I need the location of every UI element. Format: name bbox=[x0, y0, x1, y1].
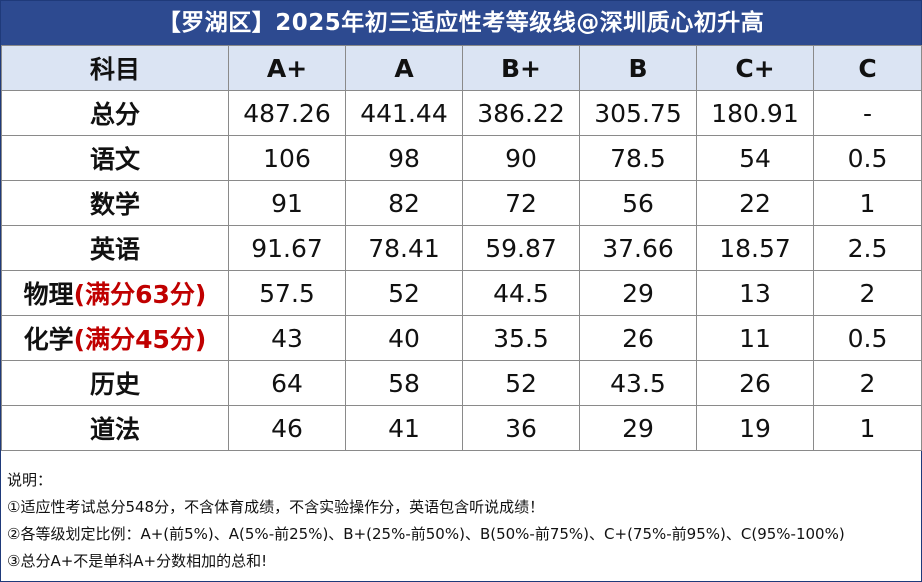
value-cell: 180.91 bbox=[696, 90, 814, 136]
value-cell: 13 bbox=[696, 270, 814, 316]
value-cell: 91 bbox=[228, 180, 346, 226]
subject-cell: 总分 bbox=[1, 90, 229, 136]
table-header-row: 科目 A+ A B+ B C+ C bbox=[1, 45, 922, 91]
page-title: 【罗湖区】2025年初三适应性考等级线@深圳质心初升高 bbox=[1, 1, 921, 45]
value-cell: 52 bbox=[345, 270, 463, 316]
note-item: ①适应性考试总分548分，不含体育成绩，不含实验操作分，英语包含听说成绩！ bbox=[7, 498, 545, 516]
table-row: 化学(满分45分) 43 40 35.5 26 11 0.5 bbox=[1, 315, 922, 361]
value-cell: 98 bbox=[345, 135, 463, 181]
subject-cell: 物理(满分63分) bbox=[1, 270, 229, 316]
header-cell-b: B bbox=[579, 45, 697, 91]
subject-cell: 历史 bbox=[1, 360, 229, 406]
subject-label: 历史 bbox=[89, 370, 140, 399]
value-cell: 487.26 bbox=[228, 90, 346, 136]
full-score-note: (满分45分) bbox=[73, 325, 207, 354]
value-cell: 0.5 bbox=[813, 135, 922, 181]
value-cell: 43 bbox=[228, 315, 346, 361]
table-row: 数学 91 82 72 56 22 1 bbox=[1, 180, 922, 226]
table-row: 语文 106 98 90 78.5 54 0.5 bbox=[1, 135, 922, 181]
value-cell: 44.5 bbox=[462, 270, 580, 316]
value-cell: 52 bbox=[462, 360, 580, 406]
value-cell: 91.67 bbox=[228, 225, 346, 271]
value-cell: - bbox=[813, 90, 922, 136]
subject-cell: 语文 bbox=[1, 135, 229, 181]
note-item: ③总分A+不是单科A+分数相加的总和! bbox=[7, 552, 268, 570]
value-cell: 11 bbox=[696, 315, 814, 361]
header-cell-a: A bbox=[345, 45, 463, 91]
value-cell: 22 bbox=[696, 180, 814, 226]
grade-line-table: 科目 A+ A B+ B C+ C 总分 487.26 441.44 386.2… bbox=[1, 45, 922, 451]
note-item: ②各等级划定比例：A+(前5%)、A(5%-前25%)、B+(25%-前50%)… bbox=[7, 525, 845, 543]
value-cell: 90 bbox=[462, 135, 580, 181]
subject-label: 数学 bbox=[89, 190, 140, 219]
value-cell: 46 bbox=[228, 405, 346, 451]
header-cell-b-plus: B+ bbox=[462, 45, 580, 91]
value-cell: 41 bbox=[345, 405, 463, 451]
subject-label: 道法 bbox=[89, 415, 140, 444]
value-cell: 2 bbox=[813, 360, 922, 406]
value-cell: 1 bbox=[813, 180, 922, 226]
value-cell: 106 bbox=[228, 135, 346, 181]
subject-label: 化学 bbox=[23, 325, 74, 354]
value-cell: 57.5 bbox=[228, 270, 346, 316]
subject-cell: 化学(满分45分) bbox=[1, 315, 229, 361]
value-cell: 54 bbox=[696, 135, 814, 181]
value-cell: 35.5 bbox=[462, 315, 580, 361]
notes-section: 说明： ①适应性考试总分548分，不含体育成绩，不含实验操作分，英语包含听说成绩… bbox=[7, 467, 917, 575]
subject-cell: 数学 bbox=[1, 180, 229, 226]
value-cell: 36 bbox=[462, 405, 580, 451]
subject-label: 总分 bbox=[89, 100, 140, 129]
value-cell: 82 bbox=[345, 180, 463, 226]
value-cell: 19 bbox=[696, 405, 814, 451]
value-cell: 26 bbox=[696, 360, 814, 406]
value-cell: 441.44 bbox=[345, 90, 463, 136]
header-cell-a-plus: A+ bbox=[228, 45, 346, 91]
value-cell: 43.5 bbox=[579, 360, 697, 406]
full-score-note: (满分63分) bbox=[73, 280, 207, 309]
subject-cell: 道法 bbox=[1, 405, 229, 451]
value-cell: 78.41 bbox=[345, 225, 463, 271]
table-row: 英语 91.67 78.41 59.87 37.66 18.57 2.5 bbox=[1, 225, 922, 271]
header-cell-c-plus: C+ bbox=[696, 45, 814, 91]
notes-heading: 说明： bbox=[7, 471, 53, 489]
value-cell: 386.22 bbox=[462, 90, 580, 136]
value-cell: 78.5 bbox=[579, 135, 697, 181]
value-cell: 29 bbox=[579, 270, 697, 316]
subject-cell: 英语 bbox=[1, 225, 229, 271]
value-cell: 40 bbox=[345, 315, 463, 361]
value-cell: 59.87 bbox=[462, 225, 580, 271]
value-cell: 305.75 bbox=[579, 90, 697, 136]
table-row-total: 总分 487.26 441.44 386.22 305.75 180.91 - bbox=[1, 90, 922, 136]
table-row: 物理(满分63分) 57.5 52 44.5 29 13 2 bbox=[1, 270, 922, 316]
header-cell-c: C bbox=[813, 45, 922, 91]
header-cell-subject: 科目 bbox=[1, 45, 229, 91]
value-cell: 56 bbox=[579, 180, 697, 226]
value-cell: 26 bbox=[579, 315, 697, 361]
value-cell: 18.57 bbox=[696, 225, 814, 271]
value-cell: 72 bbox=[462, 180, 580, 226]
value-cell: 0.5 bbox=[813, 315, 922, 361]
subject-label: 物理 bbox=[23, 280, 74, 309]
subject-label: 语文 bbox=[89, 145, 140, 174]
value-cell: 1 bbox=[813, 405, 922, 451]
value-cell: 58 bbox=[345, 360, 463, 406]
value-cell: 29 bbox=[579, 405, 697, 451]
value-cell: 2.5 bbox=[813, 225, 922, 271]
subject-label: 英语 bbox=[89, 235, 140, 264]
value-cell: 2 bbox=[813, 270, 922, 316]
table-row: 历史 64 58 52 43.5 26 2 bbox=[1, 360, 922, 406]
value-cell: 64 bbox=[228, 360, 346, 406]
table-row: 道法 46 41 36 29 19 1 bbox=[1, 405, 922, 451]
value-cell: 37.66 bbox=[579, 225, 697, 271]
